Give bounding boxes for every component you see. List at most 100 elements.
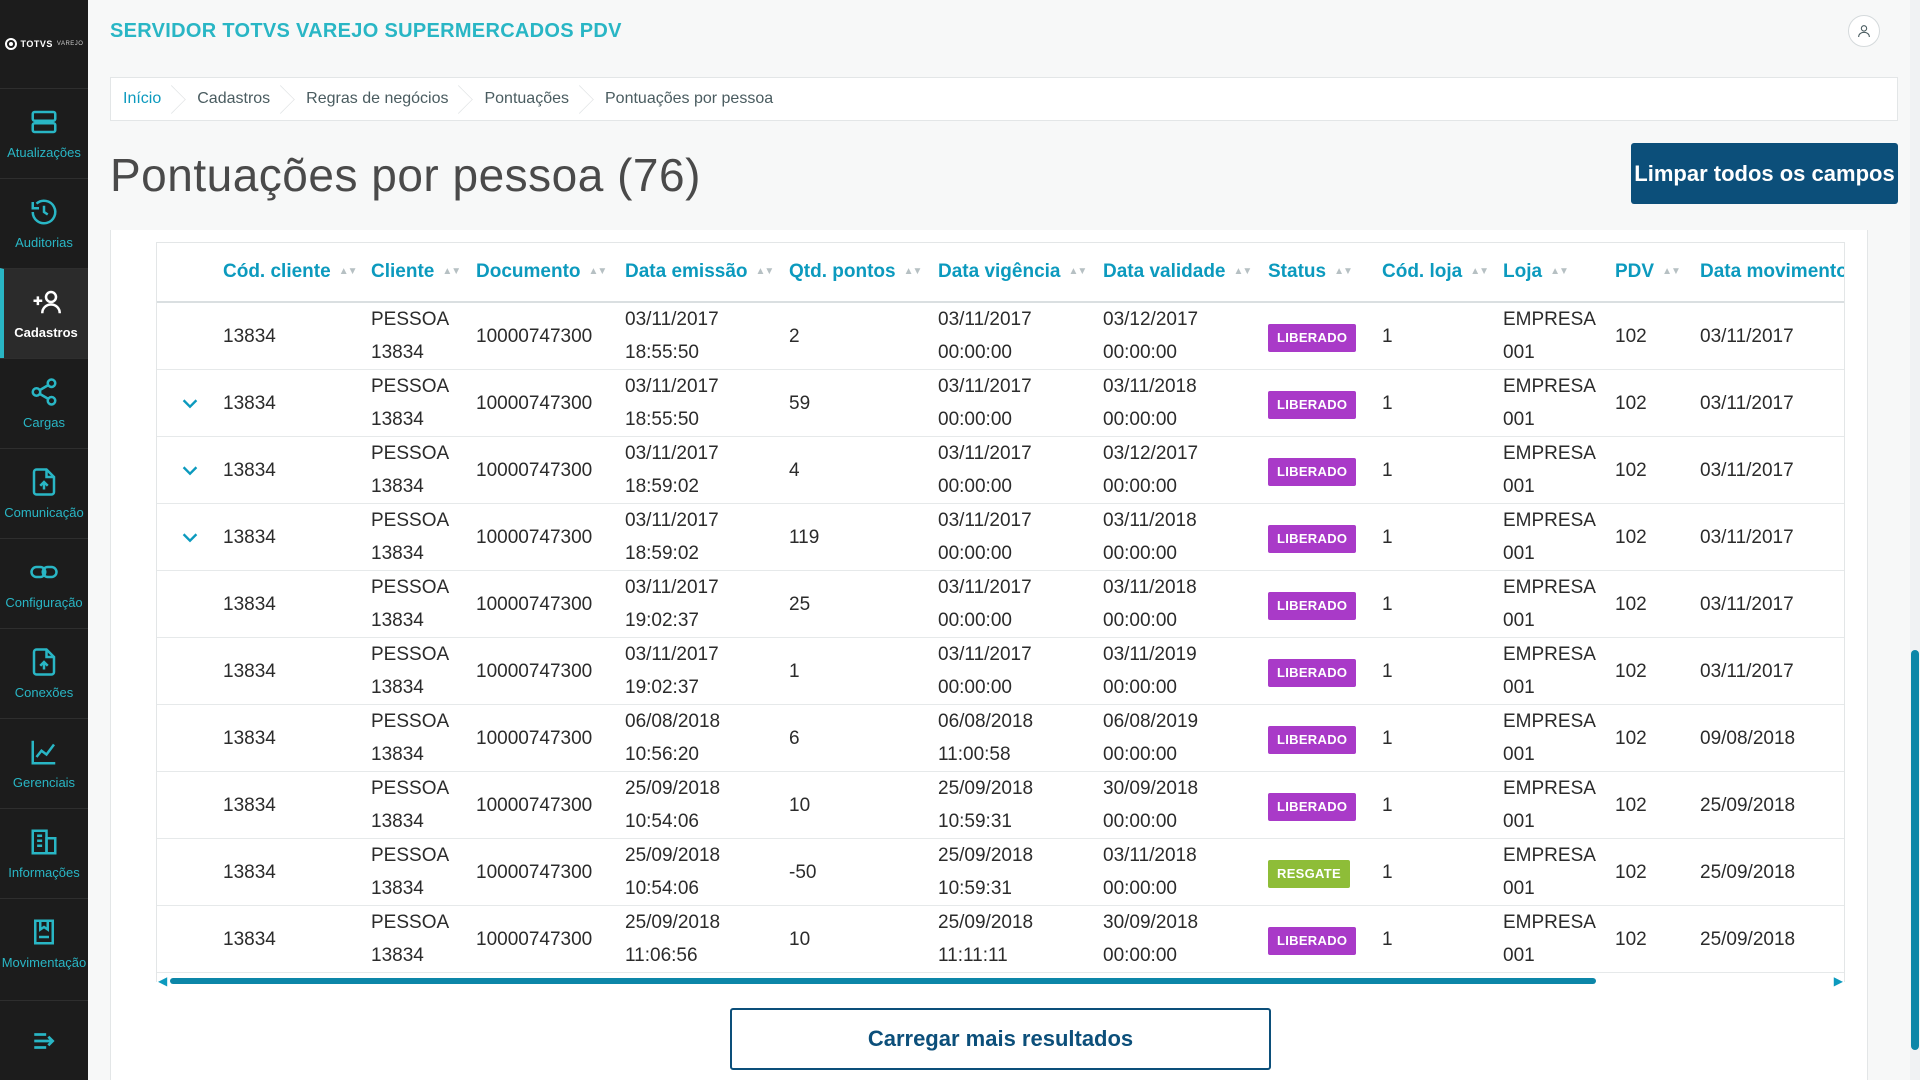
- breadcrumb-item-pontuacoes[interactable]: Pontuações: [466, 78, 587, 120]
- sidebar-item-comunicacao[interactable]: Comunicação: [0, 448, 88, 538]
- cell-cliente-line1: PESSOA: [371, 778, 450, 799]
- cell-data-emissao: 03/11/2017 19:02:37: [625, 638, 789, 705]
- file-upload-icon: [32, 468, 56, 496]
- column-header-data-movimento[interactable]: Data movimento: [1700, 243, 1844, 302]
- sidebar-item-cadastros[interactable]: Cadastros: [0, 268, 88, 358]
- cell-loja-line2: 001: [1503, 543, 1535, 564]
- totvs-logo[interactable]: TOTVS VAREJO: [0, 0, 88, 88]
- cell-data-validade: 03/12/2017 00:00:00: [1103, 437, 1268, 504]
- sidebar-item-atualizacoes[interactable]: Atualizações: [0, 88, 88, 178]
- sidebar-item-conexoes[interactable]: Conexões: [0, 628, 88, 718]
- clear-all-fields-button[interactable]: Limpar todos os campos: [1631, 143, 1898, 204]
- breadcrumb: Início Cadastros Regras de negócios Pont…: [110, 77, 1898, 121]
- column-header-data-emissao[interactable]: Data emissão ▲▼: [625, 243, 789, 302]
- sidebar-collapse-button[interactable]: [0, 1000, 88, 1080]
- cell-data-movimento: 03/11/2017: [1700, 325, 1794, 347]
- cell-cliente-line2: 13834: [371, 811, 424, 832]
- cell-data-validade: 03/11/2018 00:00:00: [1103, 839, 1268, 906]
- cell-loja-line2: 001: [1503, 744, 1535, 765]
- cell-loja-line1: EMPRESA: [1503, 376, 1596, 397]
- cell-time: 19:02:37: [625, 677, 699, 698]
- cell-cliente-line1: PESSOA: [371, 510, 450, 531]
- column-header-cod-loja[interactable]: Cód. loja ▲▼: [1382, 243, 1503, 302]
- building-icon: [31, 829, 57, 855]
- cell-documento: 10000747300: [476, 325, 593, 347]
- table-row[interactable]: 13834 PESSOA 13834 10000747300 25/09/2018 10:…: [157, 839, 1844, 906]
- status-badge: LIBERADO: [1268, 926, 1357, 955]
- cell-loja-line1: EMPRESA: [1503, 778, 1596, 799]
- cell-qtd-pontos: 4: [789, 459, 800, 481]
- table-row[interactable]: 13834 PESSOA 13834 10000747300 06/08/2018 10:…: [157, 705, 1844, 772]
- column-header-status[interactable]: Status ▲▼: [1268, 243, 1382, 302]
- column-header-documento[interactable]: Documento ▲▼: [476, 243, 625, 302]
- sidebar-item-movimentacao[interactable]: Movimentação: [0, 898, 88, 988]
- column-header-label: Documento: [476, 261, 581, 282]
- sidebar-item-gerenciais[interactable]: Gerenciais: [0, 718, 88, 808]
- page-scrollbar-thumb[interactable]: [1911, 650, 1919, 1050]
- table-row[interactable]: 13834 PESSOA 13834 10000747300 03/11/2017 18:…: [157, 437, 1844, 504]
- cell-date: 03/11/2017: [625, 376, 719, 397]
- sidebar-item-label: Informações: [8, 865, 80, 880]
- table-row[interactable]: 13834 PESSOA 13834 10000747300 25/09/2018 10:…: [157, 772, 1844, 839]
- cell-cliente: PESSOA 13834: [371, 504, 476, 571]
- cell-data-emissao: 06/08/2018 10:56:20: [625, 705, 789, 772]
- cell-loja: EMPRESA 001: [1503, 638, 1615, 705]
- scroll-left-icon[interactable]: ◀: [158, 974, 168, 988]
- cell-loja-line1: EMPRESA: [1503, 912, 1596, 933]
- sidebar-item-label: Auditorias: [15, 235, 73, 250]
- column-header-data-validade[interactable]: Data validade ▲▼: [1103, 243, 1268, 302]
- status-badge: RESGATE: [1268, 859, 1350, 888]
- cell-loja: EMPRESA 001: [1503, 302, 1615, 370]
- column-header-pdv[interactable]: PDV ▲▼: [1615, 243, 1700, 302]
- table-row[interactable]: 13834 PESSOA 13834 10000747300 03/11/2017 19:…: [157, 571, 1844, 638]
- column-header-data-vigencia[interactable]: Data vigência ▲▼: [938, 243, 1103, 302]
- results-table-container[interactable]: Cód. cliente ▲▼ Cliente ▲▼ Documento ▲▼ Dat…: [156, 242, 1845, 982]
- scroll-right-icon[interactable]: ▶: [1833, 974, 1843, 988]
- cell-qtd-pontos: 10: [789, 928, 811, 950]
- cell-cliente-line2: 13834: [371, 610, 424, 631]
- table-row[interactable]: 13834 PESSOA 13834 10000747300 03/11/2017 18:…: [157, 504, 1844, 571]
- breadcrumb-item-inicio[interactable]: Início: [111, 78, 179, 120]
- sidebar-item-configuracao[interactable]: Configuração: [0, 538, 88, 628]
- breadcrumb-item-cadastros[interactable]: Cadastros: [179, 78, 288, 120]
- sidebar-item-cargas[interactable]: Cargas: [0, 358, 88, 448]
- status-badge: LIBERADO: [1268, 725, 1357, 754]
- user-menu-button[interactable]: [1848, 15, 1880, 47]
- cell-data-movimento: 03/11/2017: [1700, 593, 1794, 615]
- sidebar-item-auditorias[interactable]: Auditorias: [0, 178, 88, 268]
- sidebar-item-label: Configuração: [5, 595, 83, 610]
- cell-data-validade: 03/11/2018 00:00:00: [1103, 370, 1268, 437]
- row-expand-cell[interactable]: [157, 504, 223, 571]
- table-header-row: Cód. cliente ▲▼ Cliente ▲▼ Documento ▲▼ Dat…: [157, 243, 1844, 302]
- cell-time: 11:00:58: [938, 744, 1011, 765]
- table-row[interactable]: 13834 PESSOA 13834 10000747300 03/11/2017 18:…: [157, 302, 1844, 370]
- cell-loja-line1: EMPRESA: [1503, 510, 1596, 531]
- table-row[interactable]: 13834 PESSOA 13834 10000747300 03/11/2017 19:…: [157, 638, 1844, 705]
- file-upload-icon: [32, 648, 56, 676]
- cell-time: 00:00:00: [938, 543, 1012, 564]
- load-more-button[interactable]: Carregar mais resultados: [730, 1008, 1271, 1070]
- breadcrumb-item-regras[interactable]: Regras de negócios: [288, 78, 466, 120]
- status-badge: LIBERADO: [1268, 323, 1357, 352]
- cell-cod-loja: 1: [1382, 325, 1393, 347]
- table-row[interactable]: 13834 PESSOA 13834 10000747300 25/09/2018 11:…: [157, 906, 1844, 973]
- cell-data-movimento: 25/09/2018: [1700, 928, 1796, 950]
- cell-data-vigencia: 06/08/2018 11:00:58: [938, 705, 1103, 772]
- cell-data-emissao: 03/11/2017 18:59:02: [625, 437, 789, 504]
- row-expand-cell[interactable]: [157, 437, 223, 504]
- horizontal-scrollbar[interactable]: ◀ ▶: [156, 970, 1845, 992]
- column-header-cod-cliente[interactable]: Cód. cliente ▲▼: [223, 243, 371, 302]
- column-header-loja[interactable]: Loja ▲▼: [1503, 243, 1615, 302]
- column-header-qtd-pontos[interactable]: Qtd. pontos ▲▼: [789, 243, 938, 302]
- cell-pdv: 102: [1615, 526, 1647, 548]
- column-header-cliente[interactable]: Cliente ▲▼: [371, 243, 476, 302]
- sidebar-item-informacoes[interactable]: Informações: [0, 808, 88, 898]
- table-row[interactable]: 13834 PESSOA 13834 10000747300 03/11/2017 18:…: [157, 370, 1844, 437]
- cell-status: LIBERADO: [1268, 370, 1382, 437]
- cell-cliente-line1: PESSOA: [371, 711, 450, 732]
- cell-cod-loja: 1: [1382, 794, 1393, 816]
- row-expand-cell[interactable]: [157, 370, 223, 437]
- cell-status: LIBERADO: [1268, 302, 1382, 370]
- scrollbar-thumb[interactable]: [170, 978, 1596, 984]
- page-scrollbar[interactable]: [1910, 0, 1920, 1080]
